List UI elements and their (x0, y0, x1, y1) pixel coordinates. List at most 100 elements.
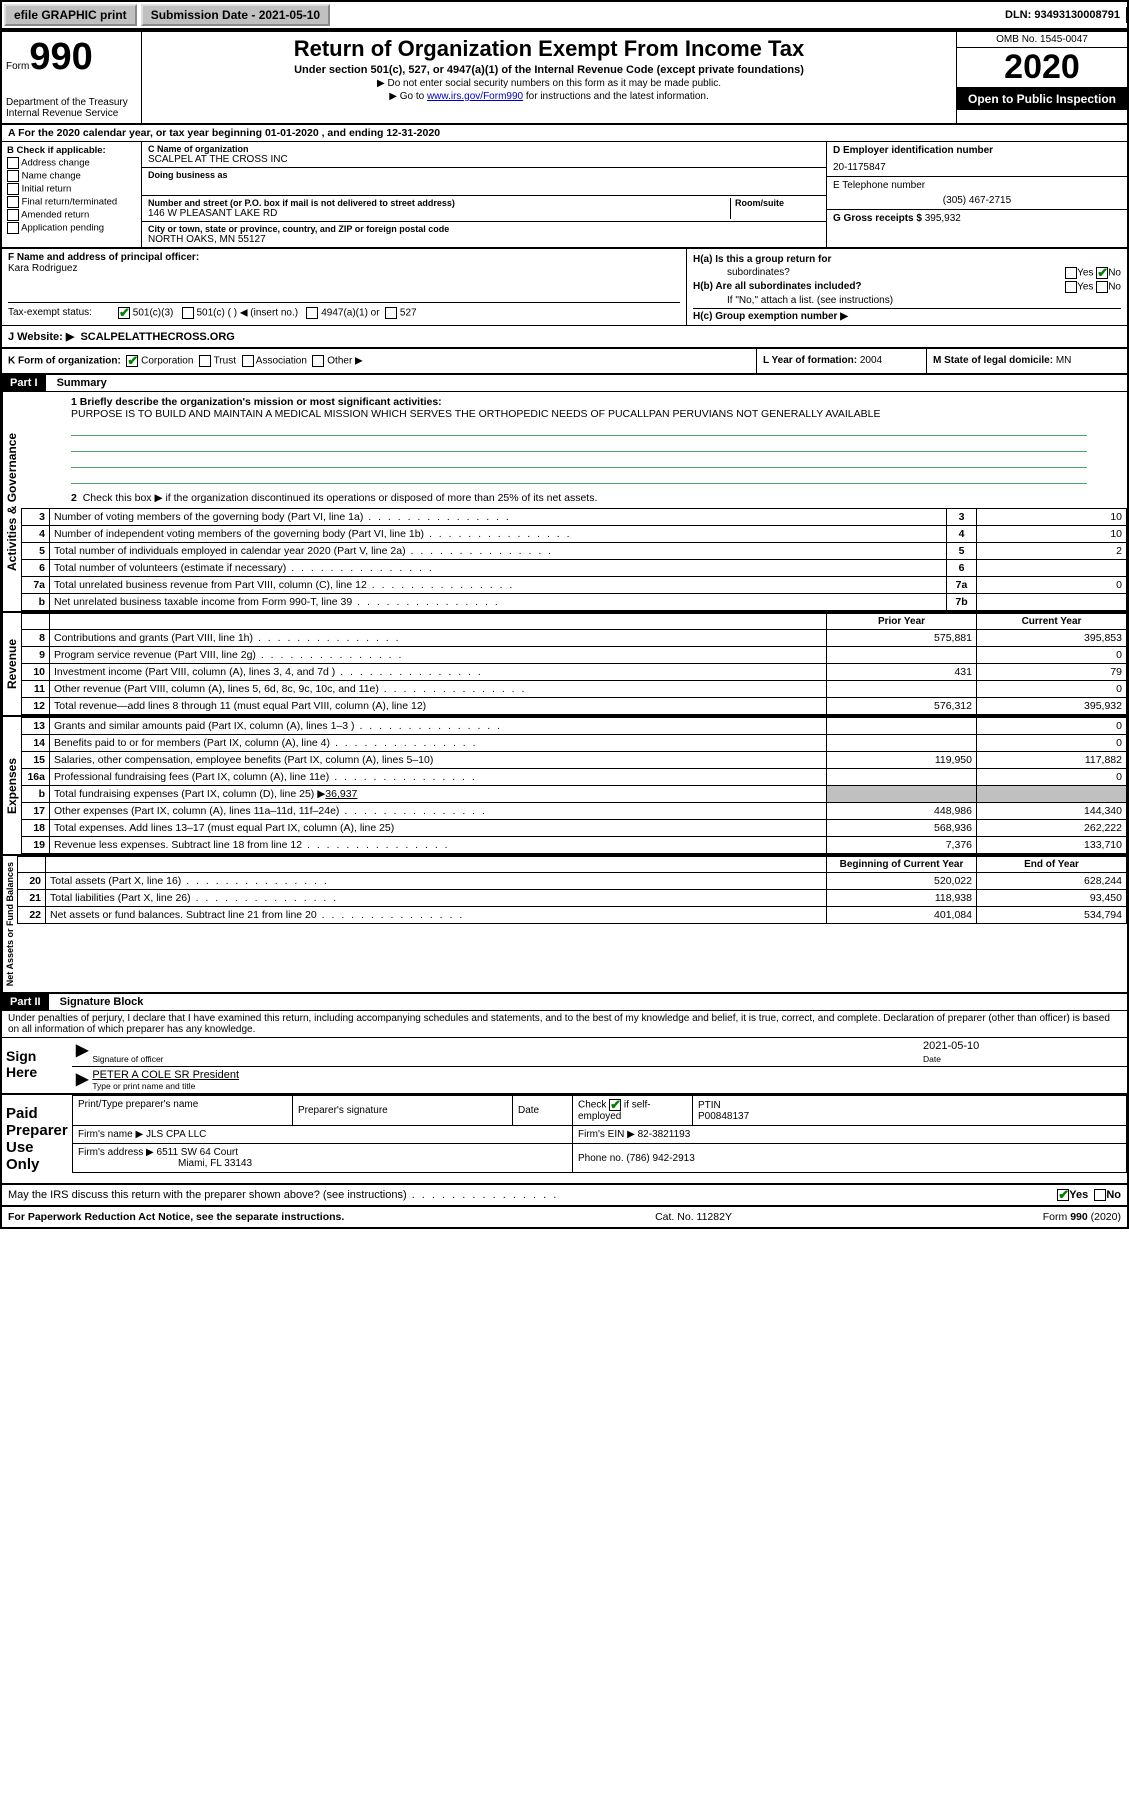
val-current: 117,882 (977, 752, 1127, 769)
other-label: Other ▶ (327, 356, 362, 367)
checkbox-icon (306, 307, 318, 319)
cat-no: Cat. No. 11282Y (655, 1211, 732, 1223)
expenses-table: 13Grants and similar amounts paid (Part … (21, 717, 1127, 854)
form-subtitle: Under section 501(c), 527, or 4947(a)(1)… (150, 64, 948, 76)
vtab-revenue: Revenue (2, 613, 21, 715)
table-row: 10Investment income (Part VIII, column (… (22, 664, 1127, 681)
line2-text: Check this box ▶ if the organization dis… (83, 492, 598, 504)
checkbox-icon (182, 307, 194, 319)
chk-name-change[interactable]: Name change (7, 170, 136, 182)
table-row: 19Revenue less expenses. Subtract line 1… (22, 837, 1127, 854)
governance-section: Activities & Governance 1 Briefly descri… (2, 392, 1127, 613)
city-label: City or town, state or province, country… (148, 224, 820, 234)
irs-link[interactable]: www.irs.gov/Form990 (427, 91, 523, 102)
table-row: 4Number of independent voting members of… (22, 526, 1127, 543)
line-num: 13 (22, 718, 50, 735)
table-row: 16aProfessional fundraising fees (Part I… (22, 769, 1127, 786)
line-num: 22 (18, 907, 46, 924)
table-row: 13Grants and similar amounts paid (Part … (22, 718, 1127, 735)
chk-application-pending[interactable]: Application pending (7, 222, 136, 234)
revenue-table: Prior YearCurrent Year 8Contributions an… (21, 613, 1127, 715)
k-label: K Form of organization: (8, 356, 121, 367)
table-row: bNet unrelated business taxable income f… (22, 594, 1127, 611)
val-shaded (827, 786, 977, 803)
street-label: Number and street (or P.O. box if mail i… (148, 198, 730, 208)
print-label: Print/Type preparer's name (78, 1099, 287, 1110)
line-desc: Investment income (Part VIII, column (A)… (50, 664, 827, 681)
submission-date-button[interactable]: Submission Date - 2021-05-10 (141, 4, 330, 26)
hc-label: H(c) Group exemption number ▶ (693, 311, 848, 322)
chk-final-return[interactable]: Final return/terminated (7, 196, 136, 208)
line-box: 3 (947, 509, 977, 526)
hb-label: H(b) Are all subordinates included? (693, 281, 862, 292)
part1-header: Part I Summary (2, 375, 1127, 392)
efile-print-button[interactable]: efile GRAPHIC print (4, 4, 137, 26)
line-num: 19 (22, 837, 50, 854)
fh-row: F Name and address of principal officer:… (2, 249, 1127, 326)
footer-row: For Paperwork Reduction Act Notice, see … (2, 1206, 1127, 1227)
revenue-section: Revenue Prior YearCurrent Year 8Contribu… (2, 613, 1127, 717)
table-row: 20Total assets (Part X, line 16)520,0226… (18, 873, 1127, 890)
dba-label: Doing business as (148, 170, 820, 180)
hb-note: If "No," attach a list. (see instruction… (693, 295, 1121, 306)
line-desc: Other revenue (Part VIII, column (A), li… (50, 681, 827, 698)
val-current: 133,710 (977, 837, 1127, 854)
val-end: 93,450 (977, 890, 1127, 907)
form-prefix: Form (6, 61, 29, 72)
527: 527 (400, 308, 417, 319)
table-row: Firm's name ▶ JLS CPA LLC Firm's EIN ▶ 8… (73, 1126, 1127, 1144)
open-public-badge: Open to Public Inspection (957, 88, 1127, 110)
line-box: 5 (947, 543, 977, 560)
goto-prefix: ▶ Go to (389, 91, 427, 102)
checkbox-icon (1057, 1189, 1069, 1201)
line-desc: Total fundraising expenses (Part IX, col… (50, 786, 827, 803)
val-prior: 568,936 (827, 820, 977, 837)
mission-text: PURPOSE IS TO BUILD AND MAINTAIN A MEDIC… (71, 408, 1087, 420)
line-desc: Total number of individuals employed in … (50, 543, 947, 560)
checkbox-icon (7, 183, 19, 195)
form-org-cell: K Form of organization: Corporation Trus… (2, 349, 757, 373)
val-current: 0 (977, 769, 1127, 786)
netassets-table: Beginning of Current YearEnd of Year 20T… (17, 856, 1127, 924)
firm-ein-label: Firm's EIN ▶ (578, 1129, 635, 1140)
line-num: b (22, 786, 50, 803)
domicile-cell: M State of legal domicile: MN (927, 349, 1127, 373)
prepsig-label: Preparer's signature (298, 1105, 507, 1116)
vtab-expenses: Expenses (2, 717, 21, 854)
line-num: 5 (22, 543, 50, 560)
name-label: Type or print name and title (92, 1081, 1123, 1091)
lbl-address: Address change (21, 158, 90, 169)
assoc-label: Association (256, 356, 307, 367)
table-row: 5Total number of individuals employed in… (22, 543, 1127, 560)
dba-row: Doing business as (142, 168, 826, 196)
4947a1: 4947(a)(1) or (321, 308, 379, 319)
gross-value: 395,932 (925, 213, 961, 224)
val-prior (827, 647, 977, 664)
ein-row: D Employer identification number 20-1175… (827, 142, 1127, 177)
checkbox-icon (242, 355, 254, 367)
table-row: 17Other expenses (Part IX, column (A), l… (22, 803, 1127, 820)
checkbox-icon (7, 196, 19, 208)
ptin-value: P00848137 (698, 1111, 1121, 1122)
no-label: No (1106, 1189, 1121, 1201)
column-b: B Check if applicable: Address change Na… (2, 142, 142, 247)
line-num: 20 (18, 873, 46, 890)
org-name-label: C Name of organization (148, 144, 820, 154)
chk-amended-return[interactable]: Amended return (7, 209, 136, 221)
chk-initial-return[interactable]: Initial return (7, 183, 136, 195)
line-desc: Total unrelated business revenue from Pa… (50, 577, 947, 594)
checkbox-icon (7, 170, 19, 182)
line-num: 21 (18, 890, 46, 907)
table-row: Print/Type preparer's name Preparer's si… (73, 1096, 1127, 1126)
val-prior: 448,986 (827, 803, 977, 820)
m-value: MN (1056, 355, 1072, 366)
val-prior (827, 681, 977, 698)
signature-line: ▶ Signature of officer 2021-05-10Date (72, 1038, 1127, 1067)
chk-address-change[interactable]: Address change (7, 157, 136, 169)
part2-title: Signature Block (52, 994, 152, 1010)
val-begin: 401,084 (827, 907, 977, 924)
line-desc: Professional fundraising fees (Part IX, … (50, 769, 827, 786)
line-desc: Net assets or fund balances. Subtract li… (46, 907, 827, 924)
checkbox-icon (385, 307, 397, 319)
column-de: D Employer identification number 20-1175… (827, 142, 1127, 247)
